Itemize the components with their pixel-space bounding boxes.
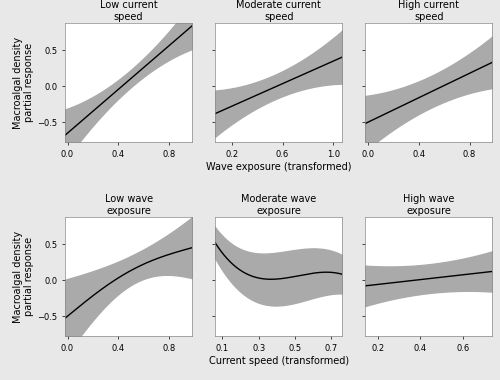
X-axis label: Current speed (transformed): Current speed (transformed) xyxy=(208,356,349,366)
Title: Low current
speed: Low current speed xyxy=(100,0,158,22)
Title: Moderate wave
exposure: Moderate wave exposure xyxy=(241,194,316,216)
Title: Low wave
exposure: Low wave exposure xyxy=(104,194,152,216)
Title: High current
speed: High current speed xyxy=(398,0,460,22)
Title: High wave
exposure: High wave exposure xyxy=(403,194,454,216)
Title: Moderate current
speed: Moderate current speed xyxy=(236,0,321,22)
X-axis label: Wave exposure (transformed): Wave exposure (transformed) xyxy=(206,162,352,172)
Y-axis label: Macroalgal density
partial response: Macroalgal density partial response xyxy=(13,230,34,323)
Y-axis label: Macroalgal density
partial response: Macroalgal density partial response xyxy=(13,36,34,129)
